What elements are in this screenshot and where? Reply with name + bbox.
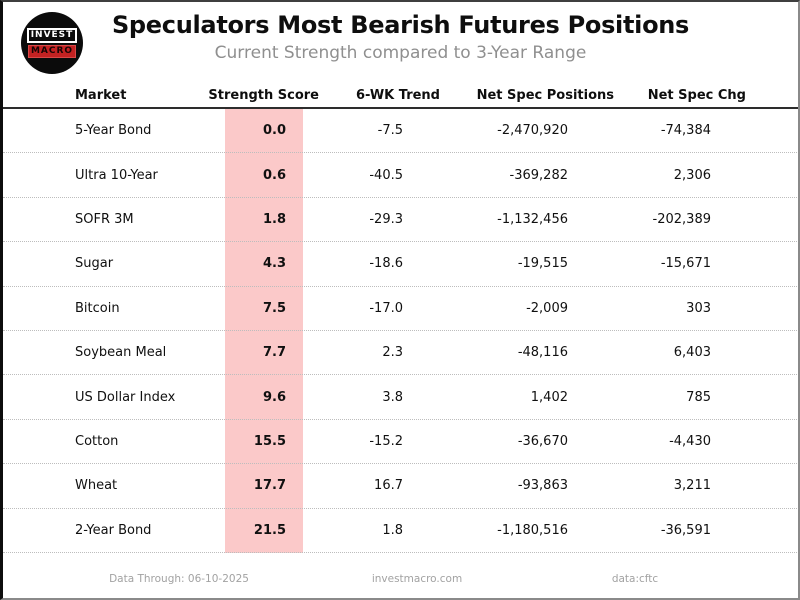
trend-cell: 2.3: [382, 345, 403, 361]
table-row: Cotton 15.5 -15.2 -36,670 -4,430: [3, 420, 798, 465]
market-cell: 5-Year Bond: [75, 123, 152, 139]
net-spec-positions-cell: -36,670: [517, 433, 568, 449]
strength-score-highlight-band: [225, 109, 303, 553]
footer-data-through: Data Through: 06-10-2025: [109, 573, 249, 585]
trend-cell: 3.8: [382, 389, 403, 405]
market-cell: Bitcoin: [75, 300, 120, 316]
column-header-net-spec-positions: Net Spec Positions: [476, 88, 614, 103]
net-spec-positions-cell: -19,515: [517, 256, 568, 272]
table-row: Soybean Meal 7.7 2.3 -48,116 6,403: [3, 331, 798, 376]
net-spec-positions-cell: -48,116: [517, 345, 568, 361]
table-header-row: Market Strength Score 6-WK Trend Net Spe…: [3, 86, 798, 109]
strength-score-cell: 0.6: [262, 167, 286, 183]
net-spec-positions-cell: -93,863: [517, 478, 568, 494]
table-body: 5-Year Bond 0.0 -7.5 -2,470,920 -74,384 Ultra…: [3, 109, 798, 553]
investmacro-logo-icon: INVEST MACRO: [21, 12, 83, 74]
strength-score-cell: 15.5: [253, 433, 286, 449]
trend-cell: 16.7: [374, 478, 403, 494]
strength-score-cell: 0.0: [262, 123, 286, 139]
market-cell: Wheat: [75, 478, 118, 494]
market-cell: Sugar: [75, 256, 114, 272]
net-spec-positions-cell: -1,132,456: [497, 211, 568, 227]
net-spec-chg-cell: 785: [686, 389, 711, 405]
trend-cell: -17.0: [369, 300, 403, 316]
trend-cell: -7.5: [377, 123, 403, 139]
strength-score-cell: 1.8: [262, 211, 286, 227]
net-spec-chg-cell: 6,403: [673, 345, 711, 361]
net-spec-positions-cell: -2,009: [526, 300, 568, 316]
strength-score-cell: 7.7: [262, 345, 286, 361]
market-cell: Cotton: [75, 433, 119, 449]
table-row: US Dollar Index 9.6 3.8 1,402 785: [3, 375, 798, 420]
trend-cell: -18.6: [369, 256, 403, 272]
net-spec-chg-cell: -74,384: [660, 123, 711, 139]
net-spec-chg-cell: 2,306: [673, 167, 711, 183]
page-title: Speculators Most Bearish Futures Positio…: [111, 11, 690, 39]
market-cell: 2-Year Bond: [75, 522, 152, 538]
column-header-market: Market: [75, 88, 127, 103]
footer-data-source: data:cftc: [611, 573, 659, 585]
trend-cell: -15.2: [369, 433, 403, 449]
table-row: Bitcoin 7.5 -17.0 -2,009 303: [3, 287, 798, 331]
column-header-spacer: [747, 103, 798, 107]
trend-cell: -29.3: [369, 211, 403, 227]
net-spec-chg-cell: -202,389: [652, 211, 711, 227]
footer-website: investmacro.com: [371, 573, 463, 585]
strength-score-cell: 9.6: [262, 389, 286, 405]
strength-score-cell: 17.7: [253, 478, 286, 494]
net-spec-chg-cell: -15,671: [660, 256, 711, 272]
table-row: 2-Year Bond 21.5 1.8 -1,180,516 -36,591: [3, 509, 798, 553]
trend-cell: 1.8: [382, 522, 403, 538]
net-spec-chg-cell: -36,591: [660, 522, 711, 538]
strength-score-cell: 7.5: [262, 300, 286, 316]
net-spec-positions-cell: -1,180,516: [497, 522, 568, 538]
net-spec-chg-cell: 303: [686, 300, 711, 316]
table-row: Wheat 17.7 16.7 -93,863 3,211: [3, 464, 798, 509]
market-cell: Ultra 10-Year: [75, 167, 158, 183]
table-row: SOFR 3M 1.8 -29.3 -1,132,456 -202,389: [3, 198, 798, 243]
logo-invest-text: INVEST: [26, 28, 78, 43]
table-row: Sugar 4.3 -18.6 -19,515 -15,671: [3, 242, 798, 287]
column-header-net-spec-chg: Net Spec Chg: [647, 88, 746, 103]
net-spec-positions-cell: 1,402: [530, 389, 568, 405]
page-subtitle: Current Strength compared to 3-Year Rang…: [214, 43, 587, 63]
market-cell: US Dollar Index: [75, 389, 176, 405]
strength-score-cell: 21.5: [253, 522, 286, 538]
net-spec-positions-cell: -2,470,920: [497, 123, 568, 139]
strength-score-cell: 4.3: [262, 256, 286, 272]
market-cell: Soybean Meal: [75, 345, 167, 361]
column-header-6wk-trend: 6-WK Trend: [355, 88, 440, 103]
trend-cell: -40.5: [369, 167, 403, 183]
market-cell: SOFR 3M: [75, 211, 134, 227]
table-row: Ultra 10-Year 0.6 -40.5 -369,282 2,306: [3, 153, 798, 198]
net-spec-positions-cell: -369,282: [509, 167, 568, 183]
column-header-strength-score: Strength Score: [208, 88, 319, 103]
net-spec-chg-cell: 3,211: [673, 478, 711, 494]
net-spec-chg-cell: -4,430: [669, 433, 711, 449]
table-row: 5-Year Bond 0.0 -7.5 -2,470,920 -74,384: [3, 109, 798, 154]
logo-macro-text: MACRO: [27, 45, 77, 58]
